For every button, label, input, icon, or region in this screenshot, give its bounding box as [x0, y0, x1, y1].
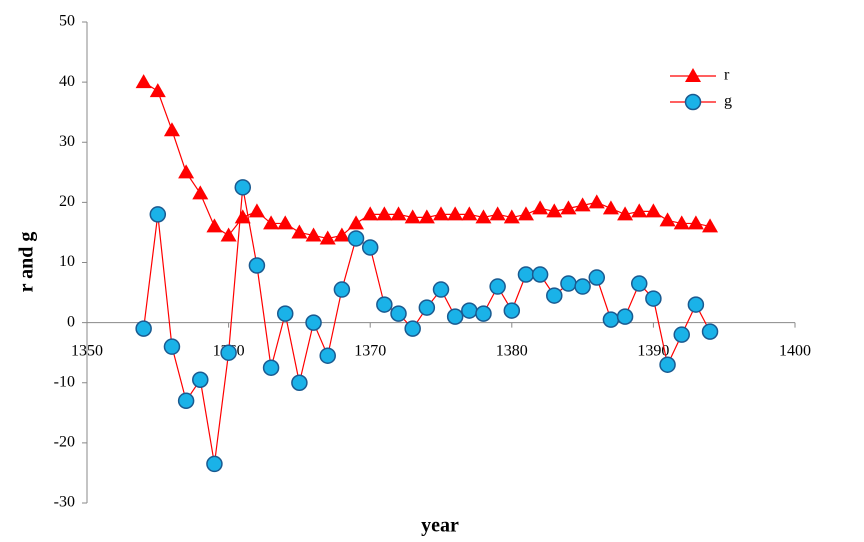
y-tick-label: 20	[59, 193, 75, 210]
data-point	[490, 206, 506, 220]
data-point	[448, 309, 463, 324]
data-point	[221, 227, 237, 241]
data-point	[164, 122, 180, 136]
y-tick-label: 30	[59, 133, 75, 150]
data-point	[504, 303, 519, 318]
data-point	[575, 279, 590, 294]
legend-marker	[685, 68, 701, 82]
data-point	[179, 393, 194, 408]
data-point	[362, 206, 378, 220]
data-point	[518, 267, 533, 282]
x-tick-label: 1350	[71, 342, 103, 359]
y-axis-label: r and g	[16, 232, 38, 293]
data-point	[136, 321, 151, 336]
data-point	[461, 206, 477, 220]
data-point	[447, 206, 463, 220]
data-point	[533, 267, 548, 282]
data-point	[164, 339, 179, 354]
y-tick-label: -20	[54, 434, 75, 451]
data-point	[433, 206, 449, 220]
data-point	[405, 321, 420, 336]
data-point	[490, 279, 505, 294]
data-point	[419, 300, 434, 315]
data-point	[192, 185, 208, 199]
data-point	[618, 309, 633, 324]
data-point	[603, 200, 619, 214]
data-point	[547, 288, 562, 303]
data-point	[518, 206, 534, 220]
data-point	[278, 306, 293, 321]
page: year r and g -30-20-10010203040501350136…	[0, 0, 864, 542]
data-point	[589, 194, 605, 208]
data-point	[334, 227, 350, 241]
data-point	[207, 456, 222, 471]
data-point	[291, 224, 307, 238]
data-point	[377, 297, 392, 312]
data-point	[320, 348, 335, 363]
data-point	[434, 282, 449, 297]
data-point	[603, 312, 618, 327]
data-point	[688, 215, 704, 229]
legend-label: g	[724, 93, 732, 110]
data-point	[235, 180, 250, 195]
data-point	[277, 215, 293, 229]
data-point	[136, 74, 152, 88]
data-point	[249, 258, 264, 273]
y-tick-label: -10	[54, 373, 75, 390]
x-axis-label: year	[421, 515, 459, 537]
data-point	[334, 282, 349, 297]
y-tick-label: 40	[59, 73, 75, 90]
data-point	[462, 303, 477, 318]
data-point	[376, 206, 392, 220]
x-tick-label: 1380	[496, 342, 528, 359]
data-point	[264, 360, 279, 375]
y-tick-label: 50	[59, 13, 75, 30]
data-point	[348, 215, 364, 229]
data-point	[391, 206, 407, 220]
data-point	[178, 164, 194, 178]
legend-label: r	[724, 67, 730, 84]
data-point	[391, 306, 406, 321]
data-point	[674, 327, 689, 342]
data-point	[660, 212, 676, 226]
x-tick-label: 1400	[779, 342, 811, 359]
data-point	[646, 291, 661, 306]
data-point	[150, 83, 166, 97]
data-point	[150, 207, 165, 222]
data-point	[703, 324, 718, 339]
y-tick-label: 0	[67, 313, 75, 330]
data-point	[206, 218, 222, 232]
data-point	[645, 203, 661, 217]
data-point	[632, 276, 647, 291]
y-tick-label: 10	[59, 253, 75, 270]
data-point	[249, 203, 265, 217]
data-point	[363, 240, 378, 255]
data-point	[221, 345, 236, 360]
data-point	[263, 215, 279, 229]
data-point	[476, 306, 491, 321]
data-point	[561, 276, 576, 291]
data-point	[631, 203, 647, 217]
data-point	[532, 200, 548, 214]
data-point	[306, 315, 321, 330]
legend-marker	[686, 95, 701, 110]
data-point	[349, 231, 364, 246]
data-point	[589, 270, 604, 285]
data-point	[688, 297, 703, 312]
chart: year r and g -30-20-10010203040501350136…	[0, 0, 864, 542]
data-point	[193, 372, 208, 387]
data-point	[292, 375, 307, 390]
data-point	[660, 357, 675, 372]
x-tick-label: 1370	[354, 342, 386, 359]
y-tick-label: -30	[54, 494, 75, 511]
